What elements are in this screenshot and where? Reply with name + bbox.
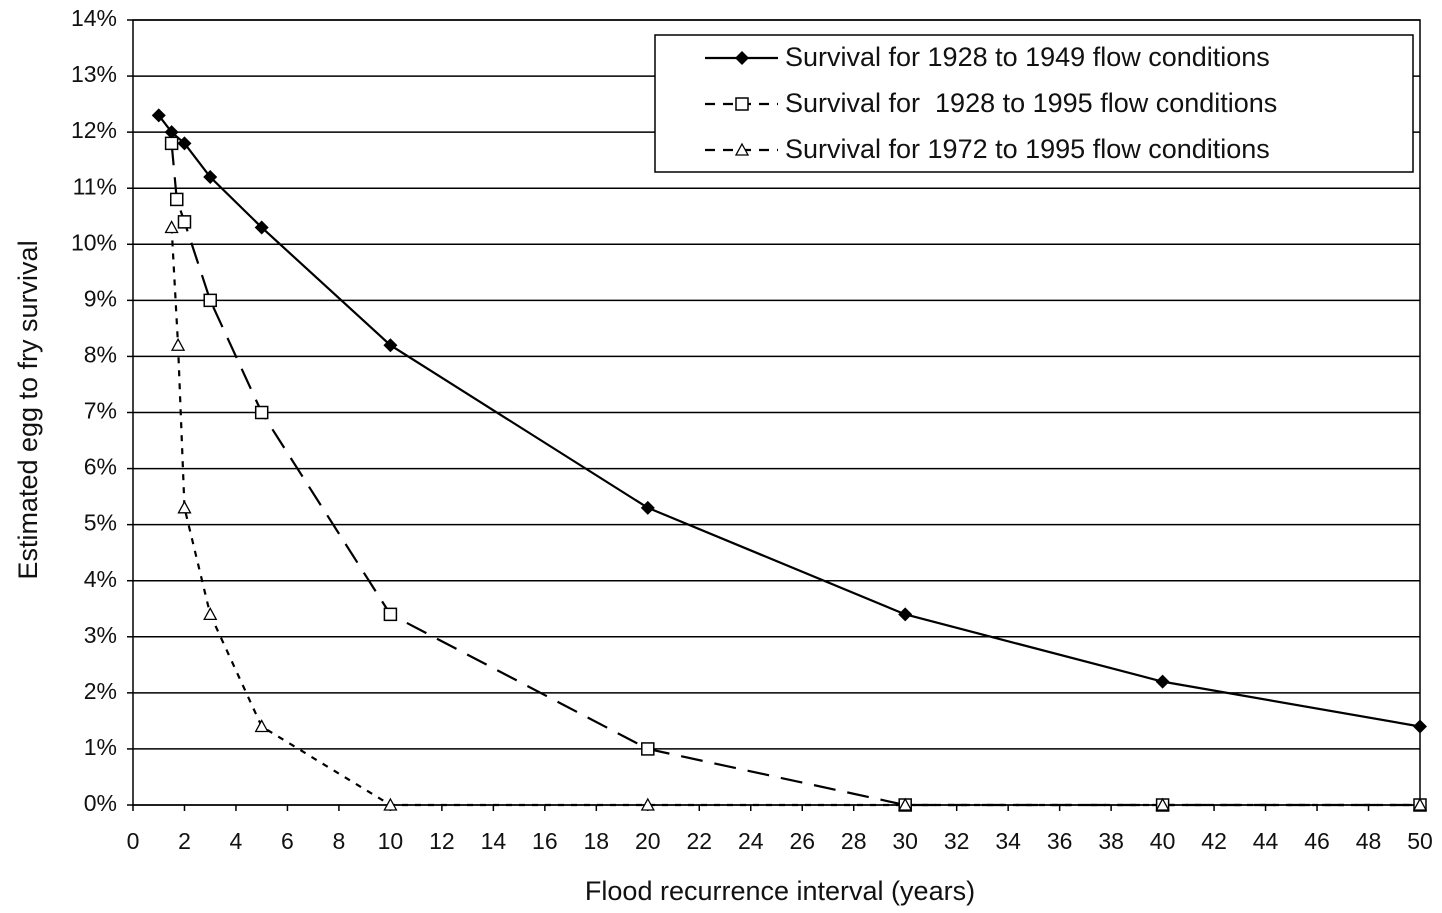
plot-frame: [132, 19, 1421, 806]
x-tick-label: 18: [584, 828, 610, 854]
y-tick-label: 5%: [84, 510, 117, 536]
x-tick-label: 34: [995, 828, 1021, 854]
y-tick-label: 3%: [84, 622, 117, 648]
marker: [170, 192, 184, 207]
marker: [1413, 719, 1427, 734]
x-tick-label: 48: [1356, 828, 1382, 854]
y-tick-label: 13%: [71, 61, 117, 87]
legend-marker: [735, 51, 749, 65]
x-tick-label: 50: [1407, 828, 1433, 854]
marker: [383, 607, 398, 622]
x-tick-label: 14: [481, 828, 507, 854]
x-tick-label: 16: [532, 828, 558, 854]
legend-label: Survival for 1928 to 1995 flow condition…: [785, 88, 1277, 118]
marker: [203, 293, 217, 308]
x-tick-label: 20: [635, 828, 661, 854]
marker: [1412, 797, 1428, 811]
y-tick-label: 4%: [84, 566, 117, 592]
legend-marker: [734, 142, 750, 156]
x-tick-label: 42: [1201, 828, 1227, 854]
x-tick-label: 8: [333, 828, 346, 854]
legend: [654, 34, 1414, 173]
y-tick-label: 9%: [84, 285, 117, 311]
x-tick-label: 4: [230, 828, 243, 854]
marker: [383, 338, 398, 353]
y-tick-label: 14%: [71, 5, 117, 31]
x-tick-label: 38: [1098, 828, 1124, 854]
y-tick-label: 12%: [71, 117, 117, 143]
x-tick-label: 10: [378, 828, 404, 854]
x-tick-label: 32: [944, 828, 970, 854]
x-tick-label: 36: [1047, 828, 1073, 854]
x-tick-label: 46: [1304, 828, 1330, 854]
marker: [254, 405, 269, 420]
y-axis-label: Estimated egg to fry survival: [13, 240, 43, 579]
marker: [640, 797, 655, 811]
x-tick-label: 26: [789, 828, 815, 854]
marker: [203, 606, 218, 621]
marker: [164, 125, 179, 140]
marker: [164, 220, 179, 234]
y-tick-label: 1%: [84, 734, 117, 760]
y-tick-label: 7%: [84, 398, 117, 424]
y-tick-label: 2%: [84, 678, 117, 704]
y-tick-label: 6%: [84, 454, 117, 480]
x-tick-label: 44: [1253, 828, 1279, 854]
marker: [177, 136, 192, 151]
x-tick-label: 0: [127, 828, 140, 854]
marker: [177, 500, 192, 514]
marker: [640, 500, 655, 515]
x-tick-label: 22: [686, 828, 712, 854]
series-line: [157, 114, 1421, 728]
y-tick-label: 11%: [73, 173, 117, 199]
x-tick-label: 24: [738, 828, 764, 854]
marker: [898, 797, 913, 811]
y-tick-label: 8%: [84, 342, 117, 368]
marker: [170, 337, 186, 351]
x-tick-label: 12: [429, 828, 455, 854]
marker: [203, 170, 218, 184]
x-tick-label: 28: [841, 828, 867, 854]
x-tick-label: 40: [1150, 828, 1176, 854]
marker: [898, 607, 913, 622]
legend-label: Survival for 1972 to 1995 flow condition…: [785, 134, 1270, 164]
marker: [1155, 797, 1170, 811]
legend-marker: [735, 97, 749, 111]
x-axis-label: Flood recurrence interval (years): [585, 876, 975, 906]
marker: [164, 136, 179, 151]
marker: [383, 797, 398, 811]
marker: [1155, 674, 1170, 689]
x-tick-label: 30: [892, 828, 918, 854]
series-line: [170, 143, 1420, 807]
y-tick-label: 0%: [84, 790, 117, 816]
x-tick-label: 6: [281, 828, 294, 854]
marker: [177, 215, 192, 229]
y-tick-label: 10%: [71, 229, 117, 255]
marker: [641, 742, 655, 756]
marker: [254, 220, 269, 235]
x-tick-label: 2: [178, 828, 191, 854]
marker: [151, 108, 166, 123]
marker: [254, 719, 269, 733]
legend-label: Survival for 1928 to 1949 flow condition…: [785, 42, 1270, 72]
series-line: [170, 227, 1420, 807]
